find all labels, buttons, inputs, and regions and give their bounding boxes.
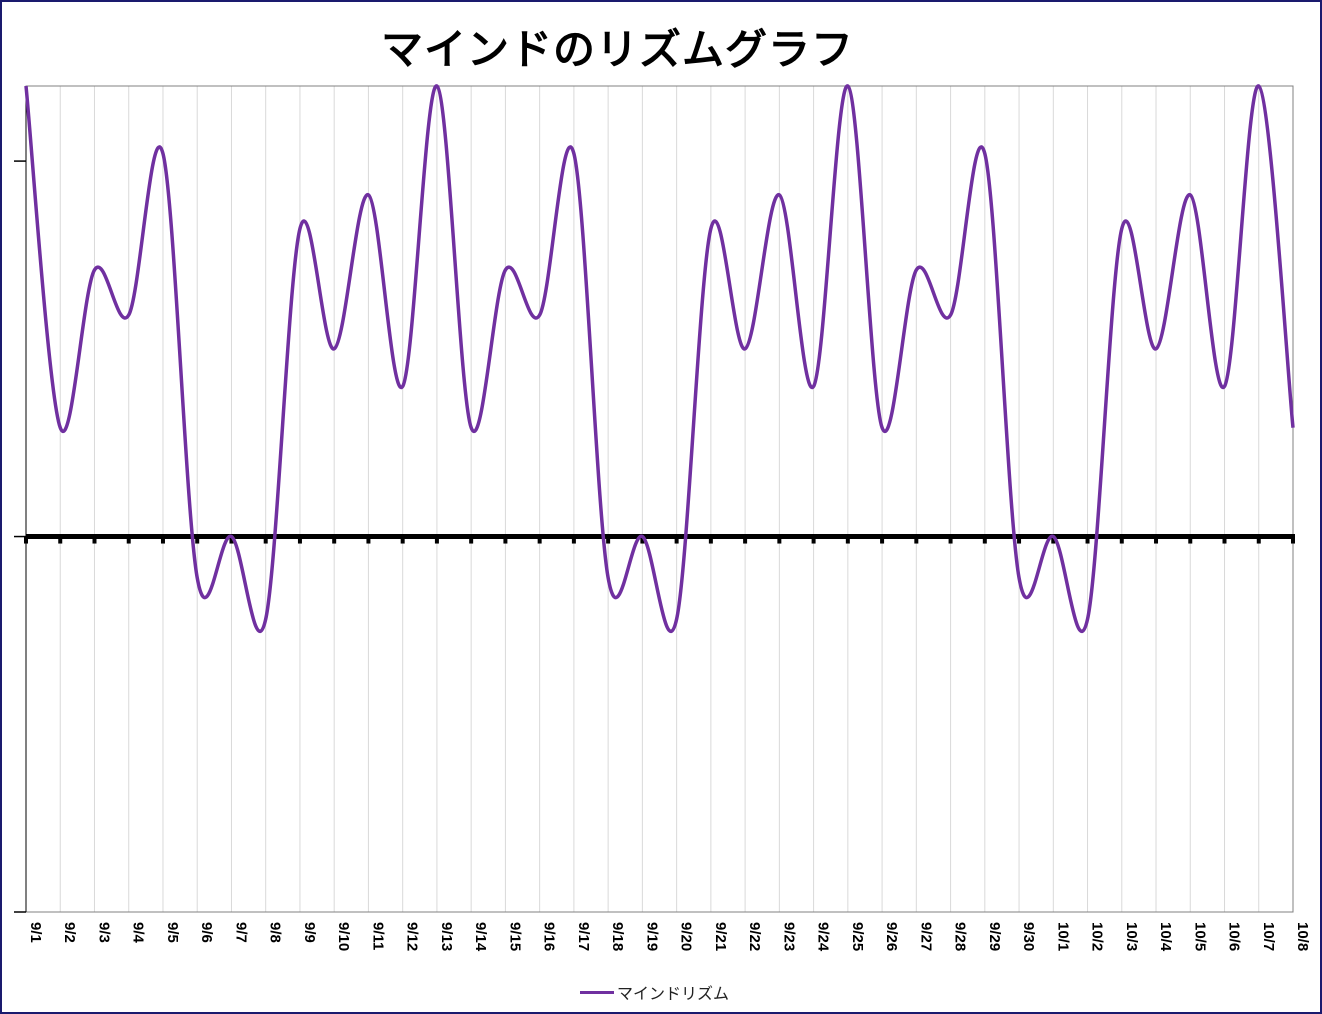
x-tick-label-9/8: 9/8 [267, 922, 284, 943]
x-tick-label-9/24: 9/24 [815, 922, 832, 952]
x-tick-label-9/14: 9/14 [472, 922, 489, 952]
x-tick-label-9/20: 9/20 [678, 922, 695, 951]
x-tick-label-9/9: 9/9 [301, 922, 318, 943]
x-tick-label-9/5: 9/5 [164, 922, 181, 943]
x-tick-label-9/16: 9/16 [541, 922, 558, 951]
x-tick-label-9/21: 9/21 [712, 922, 729, 951]
x-tick-label-9/1: 9/1 [27, 922, 44, 943]
legend-label: マインドリズム [617, 984, 730, 1003]
x-tick-label-9/4: 9/4 [130, 922, 147, 944]
x-tick-label-9/18: 9/18 [609, 922, 626, 951]
x-axis-labels: 9/1 9/2 9/3 9/4 9/5 9/6 9/7 9/8 9/9 9/10 9/11 9/12 9… [27, 922, 1311, 952]
x-tick-label-9/25: 9/25 [849, 922, 866, 951]
y-axis-ticks [14, 160, 26, 913]
x-tick-label-9/29: 9/29 [986, 922, 1003, 951]
x-tick-label-9/2: 9/2 [61, 922, 78, 943]
x-tick-label-9/7: 9/7 [232, 922, 249, 943]
chart-title: マインドのリズムグラフ [380, 25, 854, 74]
x-tick-label-9/23: 9/23 [780, 922, 797, 951]
x-tick-label-9/10: 9/10 [335, 922, 352, 951]
plot-area-border [25, 85, 1294, 913]
legend-swatch [580, 990, 614, 994]
x-tick-label-10/2: 10/2 [1089, 922, 1106, 951]
x-tick-label-10/3: 10/3 [1123, 922, 1140, 951]
x-tick-label-9/17: 9/17 [575, 922, 592, 951]
x-tick-label-9/3: 9/3 [95, 922, 112, 943]
x-tick-label-9/22: 9/22 [746, 922, 763, 951]
x-tick-label-9/30: 9/30 [1020, 922, 1037, 951]
x-tick-label-10/6: 10/6 [1226, 922, 1243, 951]
x-tick-label-9/11: 9/11 [369, 922, 386, 950]
series-line-mind-rhythm [24, 84, 1295, 633]
x-tick-label-9/28: 9/28 [952, 922, 969, 951]
x-tick-label-9/13: 9/13 [438, 922, 455, 951]
x-tick-label-10/8: 10/8 [1294, 922, 1311, 951]
x-axis-ticks [24, 536, 1295, 544]
x-tick-label-9/27: 9/27 [917, 922, 934, 951]
x-tick-label-9/6: 9/6 [198, 922, 215, 943]
x-tick-label-9/15: 9/15 [506, 922, 523, 951]
vertical-gridlines [59, 86, 1260, 912]
x-tick-label-10/4: 10/4 [1157, 922, 1174, 952]
x-tick-label-9/19: 9/19 [643, 922, 660, 951]
x-tick-label-9/26: 9/26 [883, 922, 900, 951]
x-tick-label-9/12: 9/12 [404, 922, 421, 951]
legend: マインドリズム [580, 980, 729, 1004]
x-tick-label-10/1: 10/1 [1054, 922, 1071, 951]
x-tick-label-10/5: 10/5 [1191, 922, 1208, 951]
x-tick-label-10/7: 10/7 [1260, 922, 1277, 951]
